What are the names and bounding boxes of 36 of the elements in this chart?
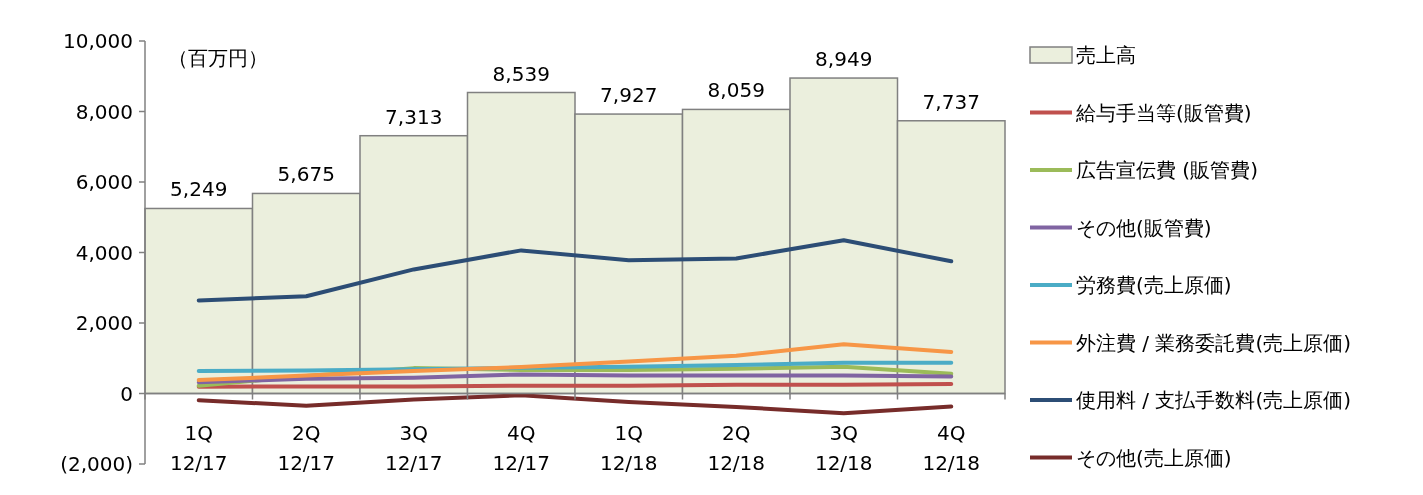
line-series — [196, 342, 954, 383]
data-label: 7,927 — [600, 83, 658, 108]
line-series — [196, 238, 954, 303]
data-label: 7,737 — [922, 89, 980, 114]
x-tick-label: 3Q 12/18 — [814, 421, 873, 475]
y-tick-label: 10,000 — [63, 29, 133, 53]
x-tick-label: 4Q 12/18 — [922, 421, 981, 475]
x-tick-label: 2Q 12/17 — [277, 421, 336, 475]
data-label: 5,675 — [277, 162, 335, 187]
x-tick-label: 1Q 12/17 — [169, 421, 228, 475]
x-tick-label: 1Q 12/18 — [599, 421, 658, 475]
legend-label: 労務費(売上原価) — [1076, 273, 1232, 297]
legend-label: 広告宣伝費 (販管費) — [1076, 158, 1258, 182]
legend-label: 使用料 / 支払手数料(売上原価) — [1076, 388, 1352, 412]
legend-label: その他(販管費) — [1076, 215, 1212, 240]
y-tick-label: 0 — [120, 381, 133, 406]
line-series — [196, 372, 954, 385]
line-series — [196, 393, 954, 416]
data-label: 8,539 — [492, 61, 550, 86]
y-tick-label: 6,000 — [75, 170, 133, 194]
data-label: 7,313 — [385, 104, 443, 129]
data-label: 5,249 — [170, 177, 228, 202]
x-tick-label: 3Q 12/17 — [384, 421, 443, 475]
annotation: （百万円） — [168, 46, 268, 70]
legend-label: その他(売上原価) — [1076, 445, 1232, 470]
data-label: 8,059 — [707, 78, 765, 103]
legend-label: 外注費 / 業務委託費(売上原価) — [1076, 330, 1352, 355]
y-tick-label: 2,000 — [75, 311, 133, 335]
legend-label: 売上高 — [1076, 43, 1136, 67]
y-tick-label: 4,000 — [75, 240, 133, 265]
y-tick-label: 8,000 — [75, 99, 133, 124]
legend-label: 給与手当等(販管費) — [1075, 100, 1252, 125]
y-tick-label: (2,000) — [60, 452, 133, 476]
x-tick-label: 4Q 12/17 — [492, 421, 551, 475]
x-tick-label: 2Q 12/18 — [707, 421, 766, 475]
data-label: 8,949 — [815, 47, 873, 72]
